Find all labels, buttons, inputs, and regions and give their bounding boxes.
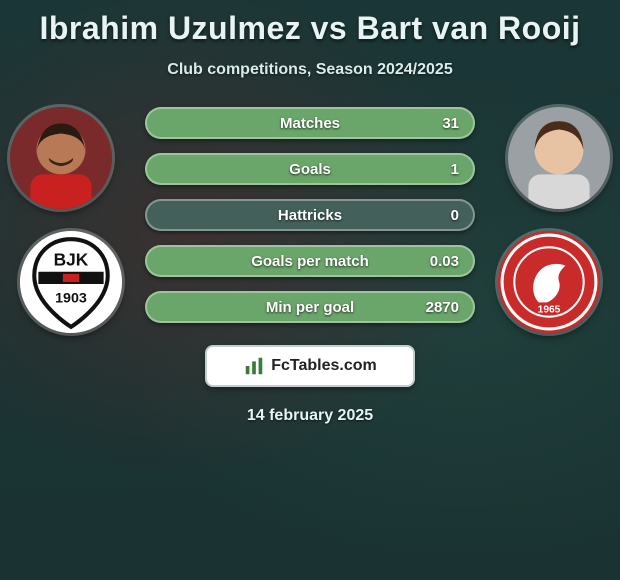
- stat-value: 1: [451, 161, 459, 178]
- stat-label: Goals: [289, 161, 331, 178]
- player-left-face-icon: [10, 107, 112, 209]
- stat-value: 2870: [426, 299, 459, 316]
- source-badge-label: FcTables.com: [271, 357, 377, 375]
- page-title: Ibrahim Uzulmez vs Bart van Rooij: [39, 10, 580, 47]
- player-left-avatar: [10, 107, 112, 209]
- date-label: 14 february 2025: [247, 407, 373, 425]
- svg-text:BJK: BJK: [54, 250, 89, 270]
- stat-value: 0.03: [430, 253, 459, 270]
- besiktas-crest-icon: BJK 1903: [20, 231, 122, 333]
- stat-pill: Goals per match 0.03: [145, 245, 475, 277]
- bar-chart-icon: [243, 355, 265, 377]
- club-left-crest: BJK 1903: [20, 231, 122, 333]
- player-right-face-icon: [508, 107, 610, 209]
- stat-label: Hattricks: [278, 207, 342, 224]
- stat-label: Min per goal: [266, 299, 354, 316]
- source-badge: FcTables.com: [205, 345, 415, 387]
- stat-pill: Matches 31: [145, 107, 475, 139]
- stat-label: Matches: [280, 115, 340, 132]
- stat-value: 31: [442, 115, 459, 132]
- club-right-crest: 1965: [498, 231, 600, 333]
- svg-text:1965: 1965: [538, 305, 561, 316]
- page-subtitle: Club competitions, Season 2024/2025: [167, 61, 452, 79]
- stat-pill: Min per goal 2870: [145, 291, 475, 323]
- stat-pill: Goals 1: [145, 153, 475, 185]
- stat-pill-stack: Matches 31 Goals 1 Hattricks 0 Goals per match…: [140, 107, 480, 323]
- fctwente-crest-icon: 1965: [498, 231, 600, 333]
- svg-text:1903: 1903: [55, 290, 87, 306]
- stat-pill: Hattricks 0: [145, 199, 475, 231]
- infographic-root: Ibrahim Uzulmez vs Bart van Rooij Club c…: [0, 0, 620, 580]
- stat-value: 0: [451, 207, 459, 224]
- stats-area: BJK 1903 1965 Matches 31 Goals 1 Hattricks 0 G…: [0, 107, 620, 323]
- stat-label: Goals per match: [251, 253, 369, 270]
- player-right-avatar: [508, 107, 610, 209]
